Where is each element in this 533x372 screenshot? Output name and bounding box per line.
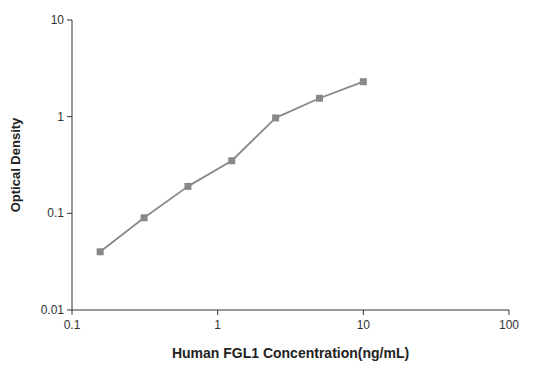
x-axis-label: Human FGL1 Concentration(ng/mL) — [172, 345, 409, 361]
marker — [316, 95, 323, 102]
marker — [184, 183, 191, 190]
y-tick — [67, 116, 72, 117]
x-tick-label: 100 — [499, 318, 519, 332]
x-tick — [509, 310, 510, 315]
x-tick-label: 1 — [214, 318, 221, 332]
y-tick — [67, 310, 72, 311]
marker — [141, 214, 148, 221]
chart: 0.11101000.010.1110Human FGL1 Concentrat… — [0, 0, 533, 372]
y-tick-label: 0.01 — [41, 303, 65, 317]
x-tick-label: 0.1 — [64, 318, 81, 332]
marker — [272, 114, 279, 121]
marker — [360, 78, 367, 85]
x-tick — [217, 310, 218, 315]
line — [100, 82, 363, 252]
x-tick — [363, 310, 364, 315]
x-axis-line — [72, 310, 509, 311]
y-tick-label: 10 — [51, 13, 65, 27]
x-tick — [72, 310, 73, 315]
marker — [97, 248, 104, 255]
y-axis-line — [72, 20, 73, 310]
y-axis-label: Optical Density — [8, 117, 23, 212]
y-tick-label: 1 — [57, 110, 64, 124]
plot-area — [97, 78, 367, 255]
y-tick-label: 0.1 — [47, 206, 64, 220]
x-tick-label: 10 — [357, 318, 371, 332]
marker — [228, 157, 235, 164]
y-tick — [67, 20, 72, 21]
y-tick — [67, 213, 72, 214]
